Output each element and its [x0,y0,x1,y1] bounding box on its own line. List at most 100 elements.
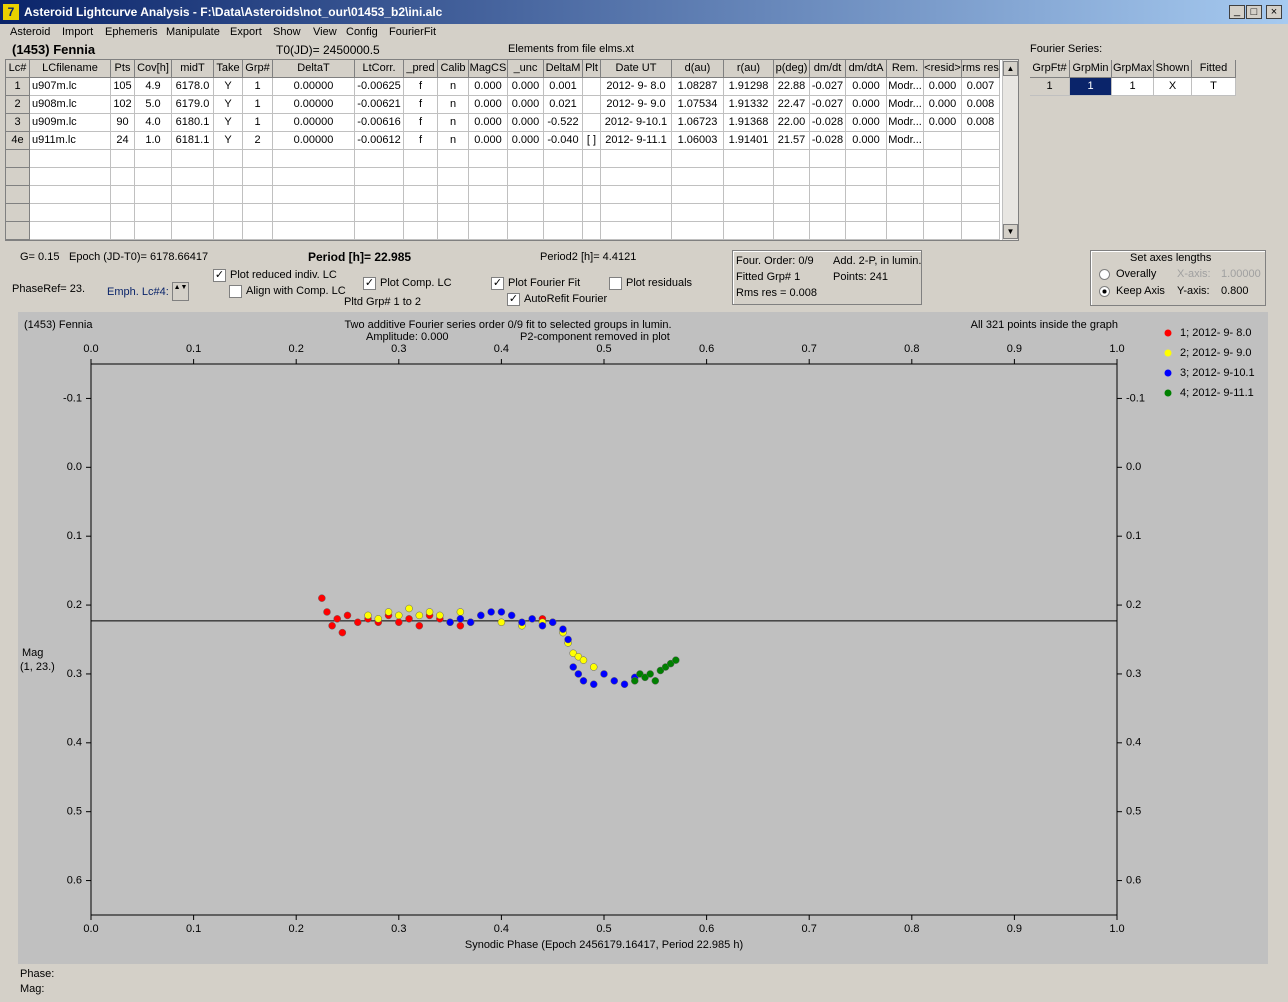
checkbox[interactable] [229,285,242,298]
table-cell[interactable] [583,78,601,96]
table-cell[interactable]: 1.91332 [724,96,774,114]
table-cell[interactable]: 1.06723 [672,114,724,132]
table-cell[interactable]: 105 [111,78,135,96]
table-cell[interactable]: 0.000 [924,78,962,96]
table-cell[interactable]: 1.0 [135,132,172,150]
close-button[interactable]: × [1266,5,1282,19]
menu-item[interactable]: Export [230,26,262,38]
table-cell[interactable] [924,132,962,150]
table-cell[interactable]: -0.040 [544,132,583,150]
table-cell[interactable]: 1 [6,78,30,96]
checkbox[interactable] [609,277,622,290]
checkbox-label[interactable]: Align with Comp. LC [246,285,346,297]
radio-label[interactable]: Keep Axis [1116,285,1165,297]
table-cell[interactable]: Y [214,132,243,150]
checkbox[interactable]: ✓ [491,277,504,290]
table-cell[interactable]: 21.57 [774,132,810,150]
table-cell[interactable]: 2012- 9-10.1 [601,114,672,132]
table-cell[interactable]: 22.47 [774,96,810,114]
table-cell[interactable]: Modr... [887,96,924,114]
table-cell[interactable]: -0.027 [810,78,846,96]
menu-item[interactable]: Asteroid [10,26,51,38]
table-cell[interactable]: -0.522 [544,114,583,132]
table-cell[interactable]: 0.000 [469,78,508,96]
table-cell[interactable]: 0.008 [962,114,1000,132]
table-cell[interactable]: 1.07534 [672,96,724,114]
table-cell[interactable]: -0.028 [810,132,846,150]
table-cell[interactable]: 0.021 [544,96,583,114]
table-cell[interactable]: 6180.1 [172,114,214,132]
table-cell[interactable]: Modr... [887,78,924,96]
menu-item[interactable]: Import [62,26,94,38]
table-cell[interactable]: 0.00000 [273,96,355,114]
table-cell[interactable]: u911m.lc [30,132,111,150]
table-cell[interactable]: -0.00612 [355,132,404,150]
table-cell[interactable]: 1 [243,114,273,132]
table-cell[interactable]: 3 [6,114,30,132]
table-cell[interactable]: 1.91401 [724,132,774,150]
checkbox-label[interactable]: Plot Fourier Fit [508,277,581,289]
table-cell[interactable]: 0.000 [508,78,544,96]
table-cell[interactable]: 4.9 [135,78,172,96]
table-cell[interactable]: 0.00000 [273,78,355,96]
table-cell[interactable] [962,132,1000,150]
table-cell[interactable]: Modr... [887,114,924,132]
table-cell[interactable]: 90 [111,114,135,132]
table-cell[interactable]: 0.000 [846,78,887,96]
emph-spinner[interactable]: ▲▼ [172,282,189,301]
menu-item[interactable]: Config [346,26,378,38]
table-cell[interactable]: f [404,114,438,132]
fourier-cell[interactable]: 1 [1070,78,1112,96]
table-cell[interactable]: f [404,78,438,96]
table-cell[interactable]: f [404,132,438,150]
table-cell[interactable]: 4.0 [135,114,172,132]
table-cell[interactable] [583,96,601,114]
table-cell[interactable]: f [404,96,438,114]
table-cell[interactable]: Y [214,78,243,96]
radio[interactable] [1099,286,1110,297]
table-cell[interactable]: 1.08287 [672,78,724,96]
table-cell[interactable]: 0.008 [962,96,1000,114]
table-cell[interactable]: 0.000 [508,96,544,114]
table-cell[interactable]: -0.027 [810,96,846,114]
table-cell[interactable]: 6179.0 [172,96,214,114]
table-cell[interactable]: u908m.lc [30,96,111,114]
table-cell[interactable]: Modr... [887,132,924,150]
table-cell[interactable]: -0.028 [810,114,846,132]
table-cell[interactable]: -0.00621 [355,96,404,114]
table-cell[interactable]: 22.88 [774,78,810,96]
table-cell[interactable]: 1 [243,78,273,96]
table-cell[interactable]: 1.91298 [724,78,774,96]
table-cell[interactable]: 1 [243,96,273,114]
checkbox-label[interactable]: AutoRefit Fourier [524,293,608,305]
scroll-down[interactable]: ▼ [1003,224,1018,239]
table-cell[interactable]: 0.001 [544,78,583,96]
maximize-button[interactable]: □ [1246,5,1262,19]
table-cell[interactable]: 0.000 [508,114,544,132]
menu-item[interactable]: Manipulate [166,26,220,38]
table-cell[interactable]: u909m.lc [30,114,111,132]
scroll-up[interactable]: ▲ [1003,61,1018,76]
table-cell[interactable]: -0.00625 [355,78,404,96]
table-cell[interactable]: 4e [6,132,30,150]
checkbox[interactable]: ✓ [507,293,520,306]
table-cell[interactable]: 0.000 [469,114,508,132]
table-cell[interactable]: n [438,132,469,150]
table-cell[interactable]: 0.000 [469,96,508,114]
table-cell[interactable]: 102 [111,96,135,114]
checkbox-label[interactable]: Plot reduced indiv. LC [230,269,337,281]
menu-item[interactable]: Show [273,26,301,38]
radio[interactable] [1099,269,1110,280]
checkbox[interactable]: ✓ [363,277,376,290]
checkbox-label[interactable]: Plot Comp. LC [380,277,452,289]
table-cell[interactable]: 22.00 [774,114,810,132]
table-cell[interactable]: 5.0 [135,96,172,114]
table-cell[interactable]: 2 [243,132,273,150]
table-cell[interactable]: 2012- 9- 9.0 [601,96,672,114]
table-cell[interactable]: [ ] [583,132,601,150]
table-cell[interactable]: 0.000 [846,132,887,150]
table-cell[interactable] [583,114,601,132]
table-cell[interactable]: 0.000 [924,114,962,132]
table-cell[interactable]: 2012- 9-11.1 [601,132,672,150]
table-cell[interactable]: Y [214,114,243,132]
